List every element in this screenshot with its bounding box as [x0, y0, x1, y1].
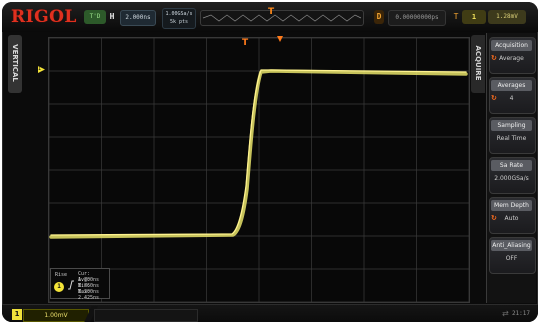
timebase-value[interactable]: 2.000ns — [120, 10, 156, 26]
usb-icon: ⇄ — [502, 309, 509, 318]
trigger-level[interactable]: 1.28mV — [488, 10, 526, 24]
measurement-maximum: Max: 2.425ns — [78, 289, 100, 301]
trigger-source[interactable]: 1 — [462, 10, 486, 24]
acquire-menu-panel: Acquisition ↻ Average Averages ↻ 4 Sampl… — [486, 33, 536, 303]
sample-rate-info: 1.00GSa/s 5k pts — [162, 8, 196, 29]
averages-value: 4 — [509, 95, 514, 102]
acquisition-menu-item[interactable]: Acquisition ↻ Average — [489, 37, 536, 74]
trigger-level-marker: T — [242, 38, 249, 48]
sampling-menu-item[interactable]: Sampling Real Time — [489, 117, 536, 154]
anti-aliasing-menu-item[interactable]: Anti_Aliasing OFF — [489, 237, 536, 274]
horizontal-label: H — [109, 12, 115, 21]
acquire-tab-label: ACQUIRE — [474, 45, 482, 81]
delay-label: D — [374, 10, 384, 24]
memory-depth-value: Auto — [504, 215, 519, 222]
clock: 21:17 — [511, 310, 530, 317]
trigger-position-arrow — [277, 36, 283, 42]
trigger-position-marker: T — [268, 7, 275, 17]
averages-menu-item[interactable]: Averages ↻ 4 — [489, 77, 536, 114]
vertical-tab[interactable]: VERTICAL — [8, 35, 22, 93]
memory-depth-rotary-icon: ↻ — [491, 214, 497, 222]
averages-label: Averages — [491, 80, 532, 91]
delay-value[interactable]: 0.00000000ps — [388, 10, 446, 26]
sample-rate-label: Sa Rate — [491, 160, 532, 171]
measurement-minimum: Min: 1.300ns — [78, 283, 100, 295]
acquisition-value: Average — [499, 55, 524, 62]
run-status[interactable]: T'D — [84, 10, 106, 24]
averages-rotary-icon: ↻ — [491, 94, 497, 102]
waveform-svg — [49, 38, 469, 302]
trigger-label: T — [453, 12, 459, 21]
acquisition-label: Acquisition — [491, 40, 532, 51]
rise-time-icon — [68, 280, 74, 290]
sampling-label: Sampling — [491, 120, 532, 131]
vertical-tab-label: VERTICAL — [11, 44, 19, 82]
acquire-tab[interactable]: ACQUIRE — [471, 35, 485, 93]
memory-view-strip — [200, 10, 364, 26]
measurement-channel: 1 — [54, 282, 64, 292]
channel-1-scale[interactable]: 1.00mV — [23, 309, 89, 322]
bottom-status-bar: 1 1.00mV ⇄ 21:17 — [2, 304, 538, 322]
memory-depth-label: Mem Depth — [491, 200, 532, 211]
anti-aliasing-value: OFF — [505, 255, 518, 262]
top-status-bar: RIGOL T'D H 2.000ns 1.00GSa/s 5k pts T D… — [2, 2, 538, 32]
sampling-value: Real Time — [496, 135, 527, 142]
channel-2-area[interactable] — [94, 309, 198, 322]
channel-1-button[interactable]: 1 — [12, 309, 22, 320]
measurement-box[interactable]: Rise 1 Cur: 1.700ns Avg: 1.760ns Min: 1.… — [50, 268, 110, 301]
brand-logo: RIGOL — [11, 7, 77, 27]
channel-1-marker-label: 1 — [38, 66, 42, 72]
memory-depth-menu-item[interactable]: Mem Depth ↻ Auto — [489, 197, 536, 234]
sample-rate-value: 2.000GSa/s — [494, 175, 529, 182]
waveform-grid — [48, 37, 470, 303]
anti-aliasing-label: Anti_Aliasing — [491, 240, 532, 251]
measurement-average: Avg: 1.760ns — [78, 277, 100, 289]
acquisition-rotary-icon: ↻ — [491, 54, 497, 62]
measurement-current: Cur: 1.700ns — [78, 271, 100, 283]
measurement-title: Rise — [55, 272, 68, 278]
sample-rate-menu-item[interactable]: Sa Rate 2.000GSa/s — [489, 157, 536, 194]
channel-1-marker — [38, 66, 45, 73]
